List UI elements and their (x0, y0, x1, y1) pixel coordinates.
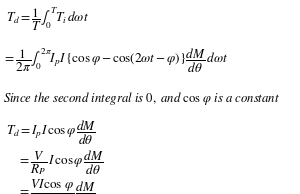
Text: $= \dfrac{V}{R_P}\,I\,\cos\varphi\,\dfrac{dM}{d\theta}$: $= \dfrac{V}{R_P}\,I\,\cos\varphi\,\dfra… (18, 148, 104, 177)
Text: $= \dfrac{1}{2\pi}\int_0^{2\pi} I_p I\,\left\{\cos\varphi - \cos(2\omega t - \va: $= \dfrac{1}{2\pi}\int_0^{2\pi} I_p I\,\… (3, 47, 228, 75)
Text: $T_d = \dfrac{1}{T}\int_0^{T} T_i\,d\omega t$: $T_d = \dfrac{1}{T}\int_0^{T} T_i\,d\ome… (6, 6, 89, 33)
Text: $\mathit{Since\ the\ second\ integral\ is\ 0,\ and\ \cos\,\varphi\ is\ a\ consta: $\mathit{Since\ the\ second\ integral\ i… (3, 90, 280, 107)
Text: $= \dfrac{VI\cos\,\varphi}{R_P}\,\dfrac{dM}{d\theta}$: $= \dfrac{VI\cos\,\varphi}{R_P}\,\dfrac{… (18, 178, 96, 194)
Text: $T_d = I_p I\,\cos\varphi\,\dfrac{dM}{d\theta}$: $T_d = I_p I\,\cos\varphi\,\dfrac{dM}{d\… (6, 119, 97, 147)
